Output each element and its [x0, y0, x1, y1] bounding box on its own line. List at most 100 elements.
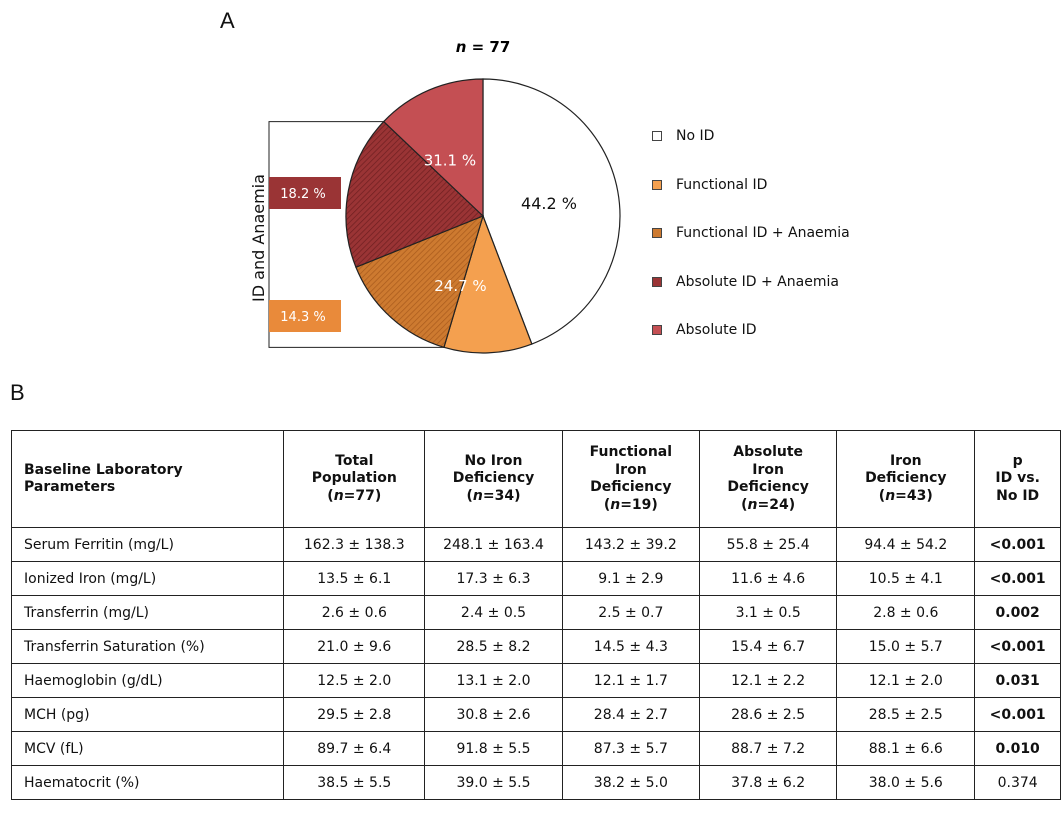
table-cell-absolute: 15.4 ± 6.7	[699, 629, 838, 664]
table-cell-p: 0.031	[974, 663, 1061, 698]
panel-a-label: A	[220, 8, 235, 33]
table-cell-total: 2.6 ± 0.6	[283, 595, 426, 630]
table-cell-id: 10.5 ± 4.1	[836, 561, 976, 596]
legend-item: No ID	[652, 112, 850, 161]
table-row: Transferrin (mg/L) 2.6 ± 0.6 2.4 ± 0.5 2.5 …	[10, 595, 1061, 630]
table-cell-no-id: 248.1 ± 163.4	[424, 527, 563, 562]
row-parameter: Haemoglobin (g/dL)	[10, 663, 285, 698]
table-cell-p: 0.374	[974, 765, 1061, 800]
table-cell-functional: 12.1 ± 1.7	[561, 663, 701, 698]
legend-item: Absolute ID	[652, 306, 850, 355]
pie-slice-functional-id	[443, 214, 533, 354]
pie-slice-absolute-id-anaemia	[345, 120, 485, 269]
slice-label-no-id: 44.2 %	[521, 194, 577, 213]
column-header: Iron Deficiency (n=43)	[836, 430, 976, 528]
table-row: Haemoglobin (g/dL) 12.5 ± 2.0 13.1 ± 2.0 12…	[10, 663, 1061, 698]
table-row: Ionized Iron (mg/L) 13.5 ± 6.1 17.3 ± 6.3 9…	[10, 561, 1061, 596]
table-cell-functional: 2.5 ± 0.7	[561, 595, 701, 630]
legend-swatch	[652, 179, 662, 190]
table-header-row: Baseline Laboratory Parameters Total Popul…	[10, 430, 1061, 528]
table-row: Transferrin Saturation (%) 21.0 ± 9.6 28.5…	[10, 629, 1061, 664]
table-cell-id: 2.8 ± 0.6	[836, 595, 976, 630]
table-cell-total: 13.5 ± 6.1	[283, 561, 426, 596]
slice-label-absolute-total: 31.1 %	[424, 152, 476, 170]
legend-item: Absolute ID + Anaemia	[652, 258, 850, 307]
column-header: Baseline Laboratory Parameters	[10, 430, 285, 528]
column-header: p ID vs. No ID	[974, 430, 1061, 528]
table-cell-absolute: 3.1 ± 0.5	[699, 595, 838, 630]
legend-label: No ID	[676, 128, 715, 145]
table-cell-functional: 14.5 ± 4.3	[561, 629, 701, 664]
panel-b-label: B	[10, 380, 25, 405]
table-cell-total: 162.3 ± 138.3	[283, 527, 426, 562]
chart-title-n: n	[456, 38, 467, 56]
legend-swatch	[652, 228, 662, 239]
slice-label-functional-total: 24.7 %	[434, 277, 486, 295]
lab-parameters-table: Baseline Laboratory Parameters Total Popul…	[10, 430, 1061, 800]
table-cell-p: <0.001	[974, 629, 1061, 664]
row-parameter: MCV (fL)	[10, 731, 285, 766]
table-cell-total: 38.5 ± 5.5	[283, 765, 426, 800]
legend-label: Functional ID + Anaemia	[676, 225, 850, 242]
table-cell-id: 28.5 ± 2.5	[836, 697, 976, 732]
table-cell-p: <0.001	[974, 527, 1061, 562]
row-parameter: Haematocrit (%)	[10, 765, 285, 800]
legend-label: Absolute ID + Anaemia	[676, 273, 839, 290]
column-header: No Iron Deficiency (n=34)	[424, 430, 563, 528]
chart-title-rest: = 77	[466, 38, 510, 56]
column-header: Functional Iron Deficiency (n=19)	[561, 430, 701, 528]
table-cell-total: 89.7 ± 6.4	[283, 731, 426, 766]
table-row: Haematocrit (%) 38.5 ± 5.5 39.0 ± 5.5 38.2 …	[10, 765, 1061, 800]
table-cell-functional: 9.1 ± 2.9	[561, 561, 701, 596]
row-parameter: Transferrin (mg/L)	[10, 595, 285, 630]
legend-swatch	[652, 325, 662, 336]
table-cell-total: 21.0 ± 9.6	[283, 629, 426, 664]
table-cell-absolute: 28.6 ± 2.5	[699, 697, 838, 732]
row-parameter: Transferrin Saturation (%)	[10, 629, 285, 664]
table-cell-p: <0.001	[974, 561, 1061, 596]
legend-item: Functional ID	[652, 161, 850, 210]
row-parameter: Ionized Iron (mg/L)	[10, 561, 285, 596]
callout-label-2: 14.3 %	[280, 310, 325, 325]
row-parameter: MCH (pg)	[10, 697, 285, 732]
legend-swatch	[652, 131, 662, 142]
table-cell-no-id: 39.0 ± 5.5	[424, 765, 563, 800]
bracket	[268, 121, 444, 348]
pie-slice-no-id	[482, 78, 621, 345]
legend-item: Functional ID + Anaemia	[652, 209, 850, 258]
callout-box-2	[269, 300, 341, 332]
table-cell-id: 88.1 ± 6.6	[836, 731, 976, 766]
table-cell-id: 15.0 ± 5.7	[836, 629, 976, 664]
table-cell-p: 0.002	[974, 595, 1061, 630]
table-cell-absolute: 88.7 ± 7.2	[699, 731, 838, 766]
table-cell-no-id: 30.8 ± 2.6	[424, 697, 563, 732]
table-cell-functional: 143.2 ± 39.2	[561, 527, 701, 562]
pie-slice-functional-id-anaemia	[355, 214, 484, 349]
table-row: MCV (fL) 89.7 ± 6.4 91.8 ± 5.5 87.3 ± 5.7 88…	[10, 731, 1061, 766]
pie-slice-absolute-id	[382, 78, 484, 218]
table-cell-absolute: 37.8 ± 6.2	[699, 765, 838, 800]
bracket-label: ID and Anaemia	[249, 174, 268, 302]
column-header: Total Population (n=77)	[283, 430, 426, 528]
legend-label: Absolute ID	[676, 322, 757, 339]
row-parameter: Serum Ferritin (mg/L)	[10, 527, 285, 562]
table-row: Serum Ferritin (mg/L) 162.3 ± 138.3 248.1 …	[10, 527, 1061, 562]
legend-label: Functional ID	[676, 176, 768, 193]
legend: No ID Functional ID Functional ID + Anaemi…	[652, 112, 850, 355]
table-cell-id: 94.4 ± 54.2	[836, 527, 976, 562]
pie-chart: n = 77 44.2 % 31.1 % 24.7 % 18.2 % 14.3 % I…	[249, 38, 621, 354]
table-cell-no-id: 2.4 ± 0.5	[424, 595, 563, 630]
callout-label-1: 18.2 %	[280, 187, 325, 202]
table-cell-p: <0.001	[974, 697, 1061, 732]
legend-swatch	[652, 276, 662, 287]
table-row: MCH (pg) 29.5 ± 2.8 30.8 ± 2.6 28.4 ± 2.7 28…	[10, 697, 1061, 732]
table-cell-id: 38.0 ± 5.6	[836, 765, 976, 800]
table-cell-functional: 87.3 ± 5.7	[561, 731, 701, 766]
table-cell-absolute: 12.1 ± 2.2	[699, 663, 838, 698]
chart-title: n = 77	[456, 38, 511, 56]
table-cell-no-id: 13.1 ± 2.0	[424, 663, 563, 698]
table-cell-no-id: 91.8 ± 5.5	[424, 731, 563, 766]
table-cell-no-id: 28.5 ± 8.2	[424, 629, 563, 664]
table-cell-p: 0.010	[974, 731, 1061, 766]
callout-box-1	[269, 177, 341, 209]
